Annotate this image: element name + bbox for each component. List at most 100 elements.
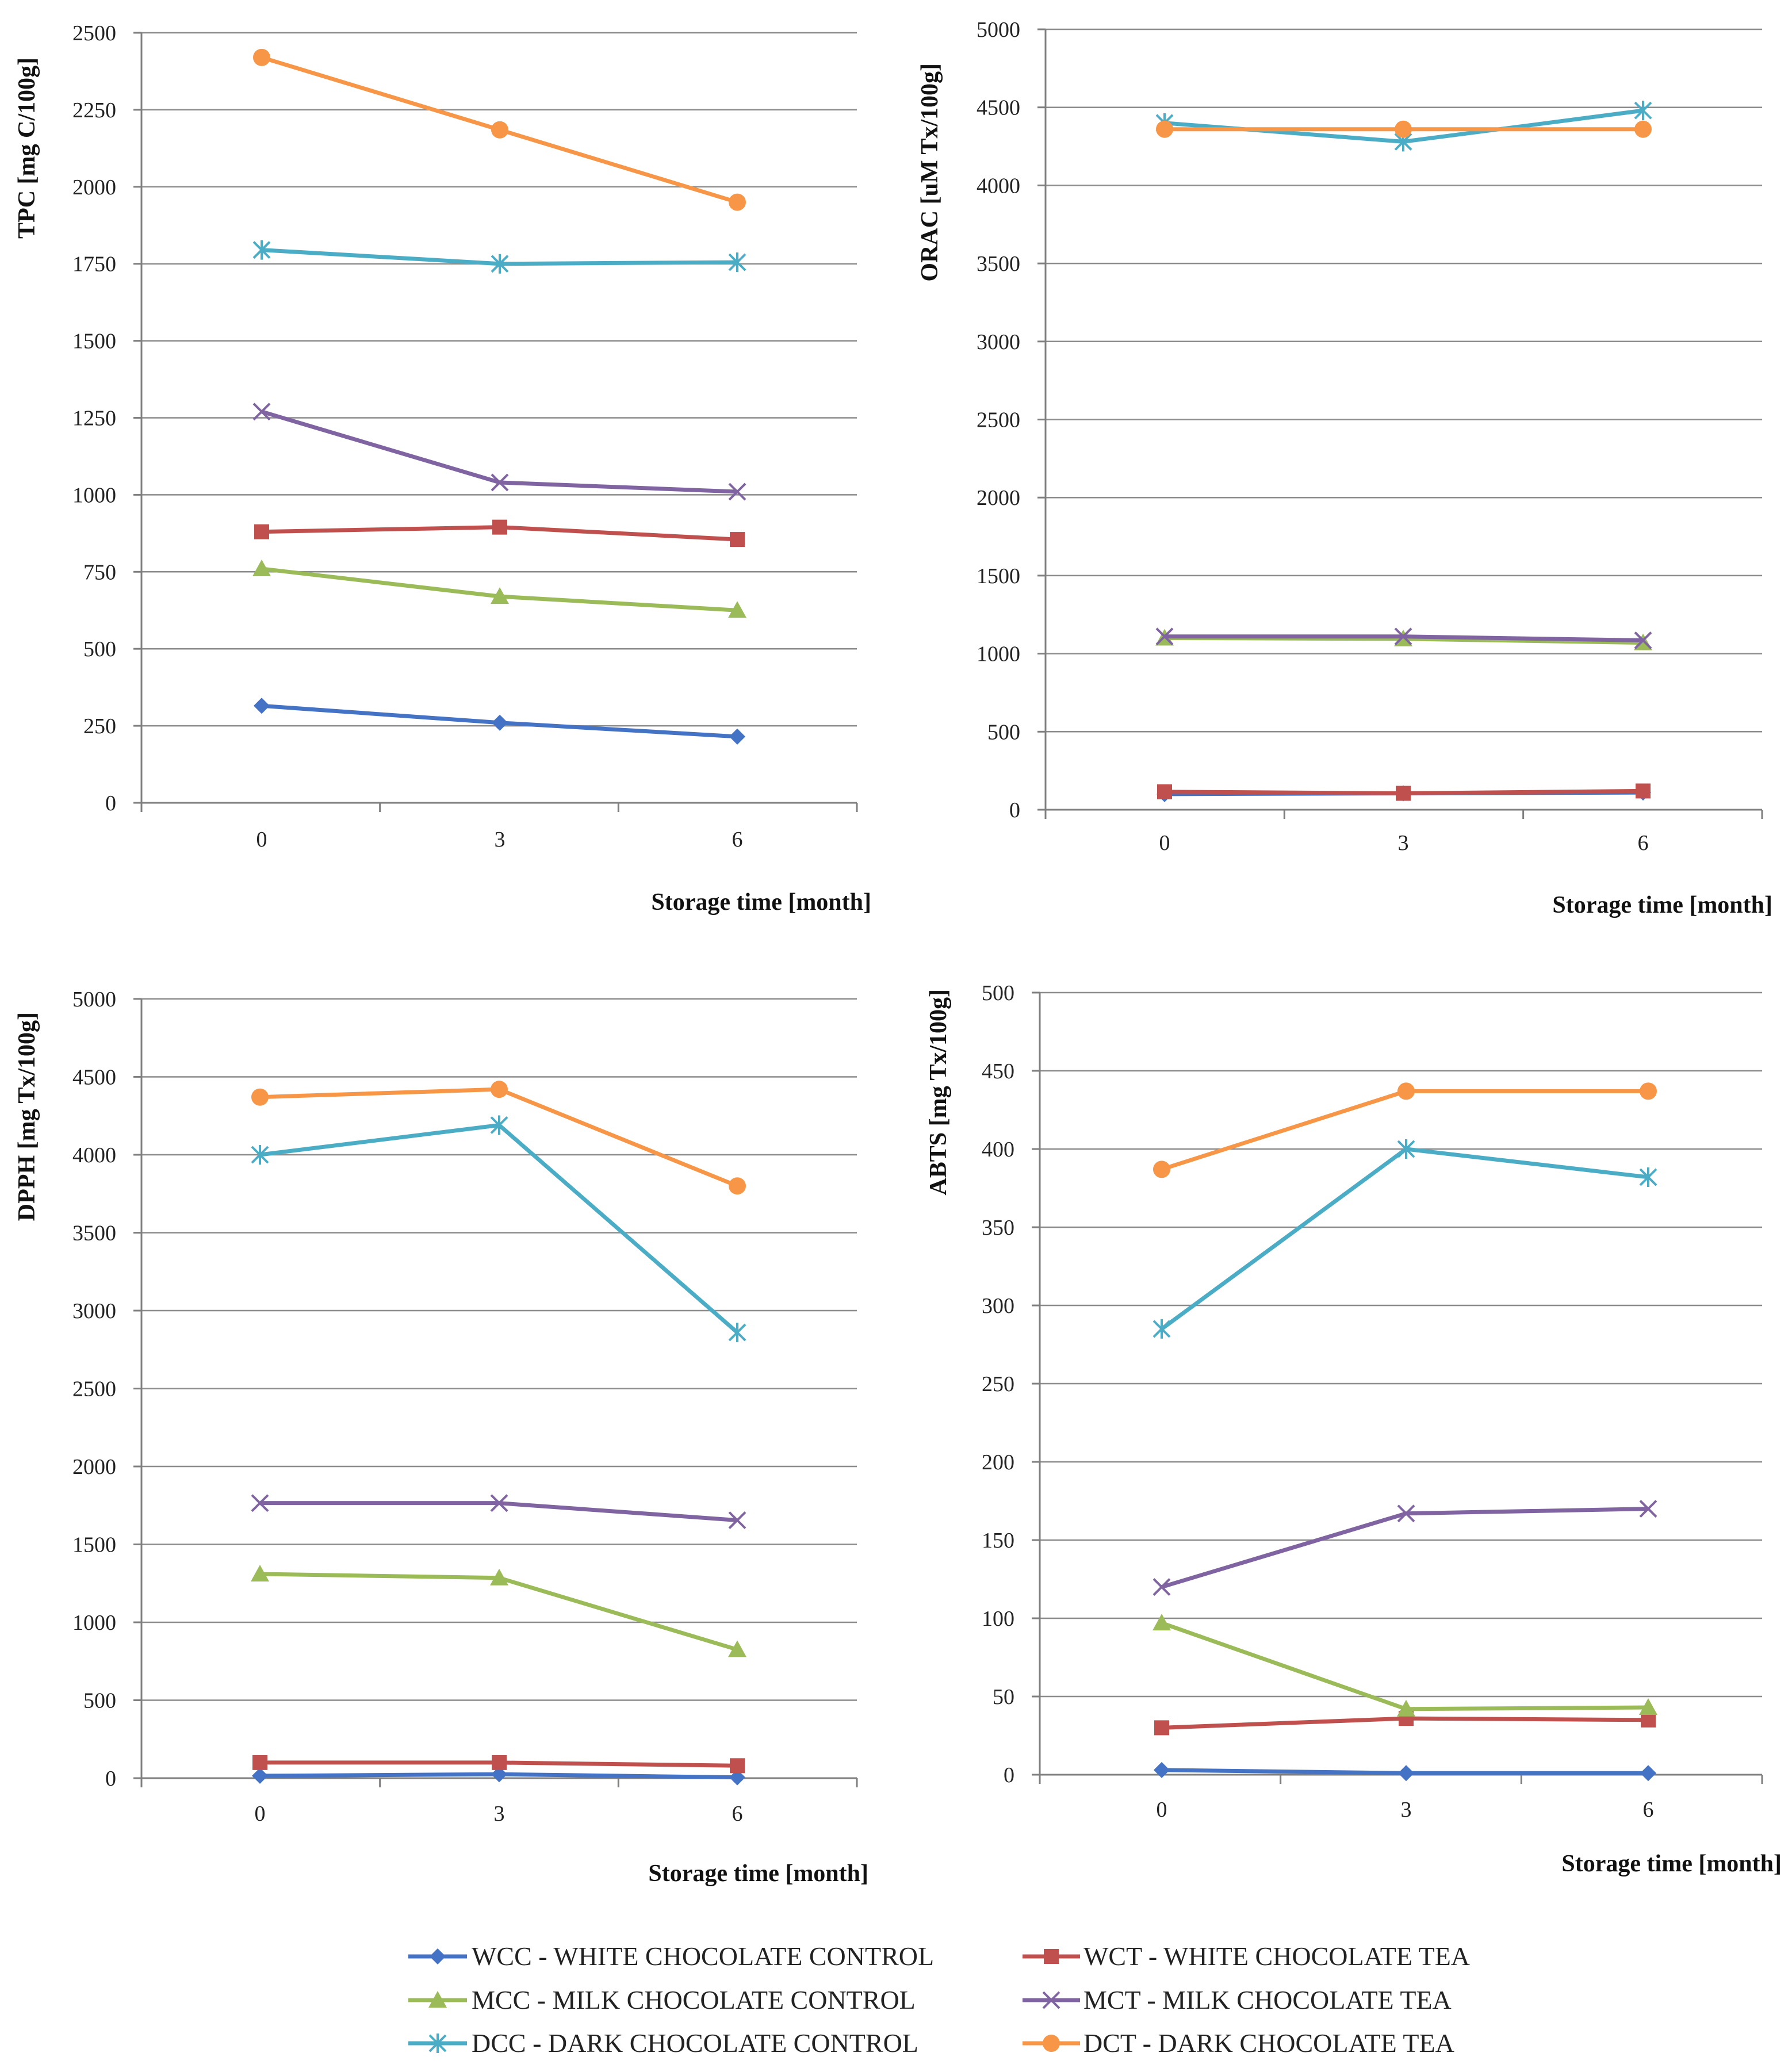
point-mcc — [1639, 1698, 1657, 1715]
x-axis-title: Storage time [month] — [648, 1860, 868, 1887]
point-dcc — [491, 254, 509, 274]
legend-item-wcc: WCC - WHITE CHOCOLATE CONTROL — [408, 1941, 934, 1971]
x-tick-label: 3 — [1401, 1798, 1412, 1822]
point-wcc — [729, 1769, 745, 1786]
point-dct — [251, 1088, 269, 1106]
legend-marker — [1043, 2035, 1060, 2052]
point-dct — [253, 48, 270, 66]
y-tick-label: 5000 — [977, 18, 1020, 42]
y-tick-label: 3000 — [977, 330, 1020, 354]
point-mct — [1394, 627, 1412, 646]
x-axis-title: Storage time [month] — [1561, 1851, 1782, 1877]
series-line-dcc — [1160, 1147, 1649, 1331]
y-tick-label: 500 — [987, 720, 1020, 744]
point-wct — [1636, 783, 1651, 799]
y-tick-label: 2250 — [72, 98, 116, 122]
point-wcc — [1154, 1761, 1170, 1778]
point-mct — [252, 403, 271, 421]
series-line-dct — [259, 1087, 738, 1188]
panel-dpph: 0 500 1000 1500 2000 2500 3000 3500 4000 4500 5000… — [14, 987, 868, 1887]
point-dct — [491, 121, 508, 139]
y-tick-label: 3500 — [72, 1221, 116, 1246]
series-line-mct — [1161, 1507, 1649, 1589]
point-mct — [251, 1494, 269, 1512]
y-tick-label: 500 — [83, 637, 116, 661]
x-tick-label: 0 — [255, 1802, 266, 1826]
x-tick-label: 3 — [494, 1802, 505, 1826]
y-tick-label: 0 — [105, 1767, 116, 1791]
y-axis-title: ABTS [mg Tx/100g] — [925, 989, 952, 1196]
y-tick-label: 4000 — [72, 1143, 116, 1167]
legend-label: MCT - MILK CHOCOLATE TEA — [1083, 1985, 1452, 2015]
y-tick-label: 500 — [982, 981, 1014, 1005]
legend-marker — [428, 1991, 447, 2008]
point-dcc — [1634, 101, 1652, 121]
point-dcc — [1639, 1167, 1657, 1187]
point-dct — [491, 1081, 508, 1098]
point-mcc — [728, 601, 746, 618]
point-dct — [1395, 120, 1412, 138]
y-tick-label: 400 — [982, 1138, 1014, 1162]
y-tick-label: 300 — [982, 1294, 1014, 1318]
y-tick-label: 1750 — [72, 252, 116, 277]
point-mcc — [251, 1564, 269, 1581]
legend: WCC - WHITE CHOCOLATE CONTROL WCT - WHITE… — [408, 1941, 1470, 2058]
y-tick-label: 2000 — [72, 175, 116, 200]
point-mct — [1397, 1504, 1415, 1523]
point-wcc — [1640, 1765, 1656, 1782]
y-tick-label: 2000 — [72, 1455, 116, 1479]
y-tick-label: 0 — [105, 791, 116, 815]
y-tick-label: 2500 — [72, 21, 116, 45]
y-tick-label: 0 — [1009, 798, 1020, 822]
point-mct — [1155, 627, 1174, 646]
legend-label: DCC - DARK CHOCOLATE CONTROL — [472, 2028, 918, 2058]
y-tick-label: 5000 — [72, 987, 116, 1012]
point-mct — [1634, 631, 1652, 649]
panel-abts: 0 50 100 150 200 250 300 350 400 450 500 0 3 6 Storage… — [925, 981, 1782, 1877]
y-tick-label: 1000 — [72, 483, 116, 507]
point-wcc — [254, 698, 270, 714]
y-tick-label: 350 — [982, 1216, 1014, 1240]
point-wcc — [1398, 1765, 1414, 1782]
y-axis-title: DPPH [mg Tx/100g] — [14, 1012, 40, 1221]
y-tick-label: 750 — [83, 560, 116, 584]
legend-marker — [428, 2033, 447, 2053]
point-dct — [729, 1177, 746, 1195]
y-tick-label: 450 — [982, 1059, 1014, 1083]
y-tick-label: 1500 — [72, 330, 116, 354]
legend-item-mcc: MCC - MILK CHOCOLATE CONTROL — [408, 1985, 916, 2015]
point-mcc — [728, 1640, 746, 1657]
point-wcc — [492, 714, 508, 731]
point-dct — [729, 193, 746, 211]
point-wct — [1641, 1712, 1656, 1728]
point-wct — [730, 1758, 745, 1774]
point-dct — [1634, 120, 1652, 138]
y-tick-label: 4000 — [977, 174, 1020, 198]
point-wct — [492, 1755, 507, 1770]
x-tick-label: 3 — [1398, 831, 1409, 855]
point-mcc — [1152, 1614, 1171, 1631]
point-wct — [252, 1755, 267, 1770]
point-wct — [1157, 784, 1172, 799]
point-mct — [1152, 1578, 1171, 1596]
point-mcc — [490, 1568, 508, 1586]
y-tick-label: 100 — [982, 1607, 1014, 1631]
x-tick-label: 6 — [732, 828, 743, 852]
point-dcc — [490, 1115, 508, 1135]
legend-item-dct: DCT - DARK CHOCOLATE TEA — [1023, 2028, 1454, 2058]
x-tick-label: 0 — [256, 828, 267, 852]
y-tick-label: 2000 — [977, 486, 1020, 510]
y-tick-label: 4500 — [977, 96, 1020, 120]
point-wct — [1396, 786, 1411, 801]
point-mct — [728, 482, 746, 501]
point-mcc — [1397, 1699, 1415, 1717]
panel-orac: 0 500 1000 1500 2000 2500 3000 3500 4000 4500 5000… — [917, 18, 1772, 918]
x-axis-title: Storage time [month] — [1552, 892, 1772, 918]
legend-item-wct: WCT - WHITE CHOCOLATE TEA — [1023, 1941, 1470, 1971]
x-tick-label: 0 — [1159, 831, 1170, 855]
point-wcc — [491, 1766, 507, 1783]
point-wcc — [252, 1767, 268, 1784]
y-tick-label: 0 — [1004, 1763, 1014, 1787]
y-tick-label: 1500 — [72, 1533, 116, 1557]
y-tick-label: 250 — [83, 714, 116, 738]
